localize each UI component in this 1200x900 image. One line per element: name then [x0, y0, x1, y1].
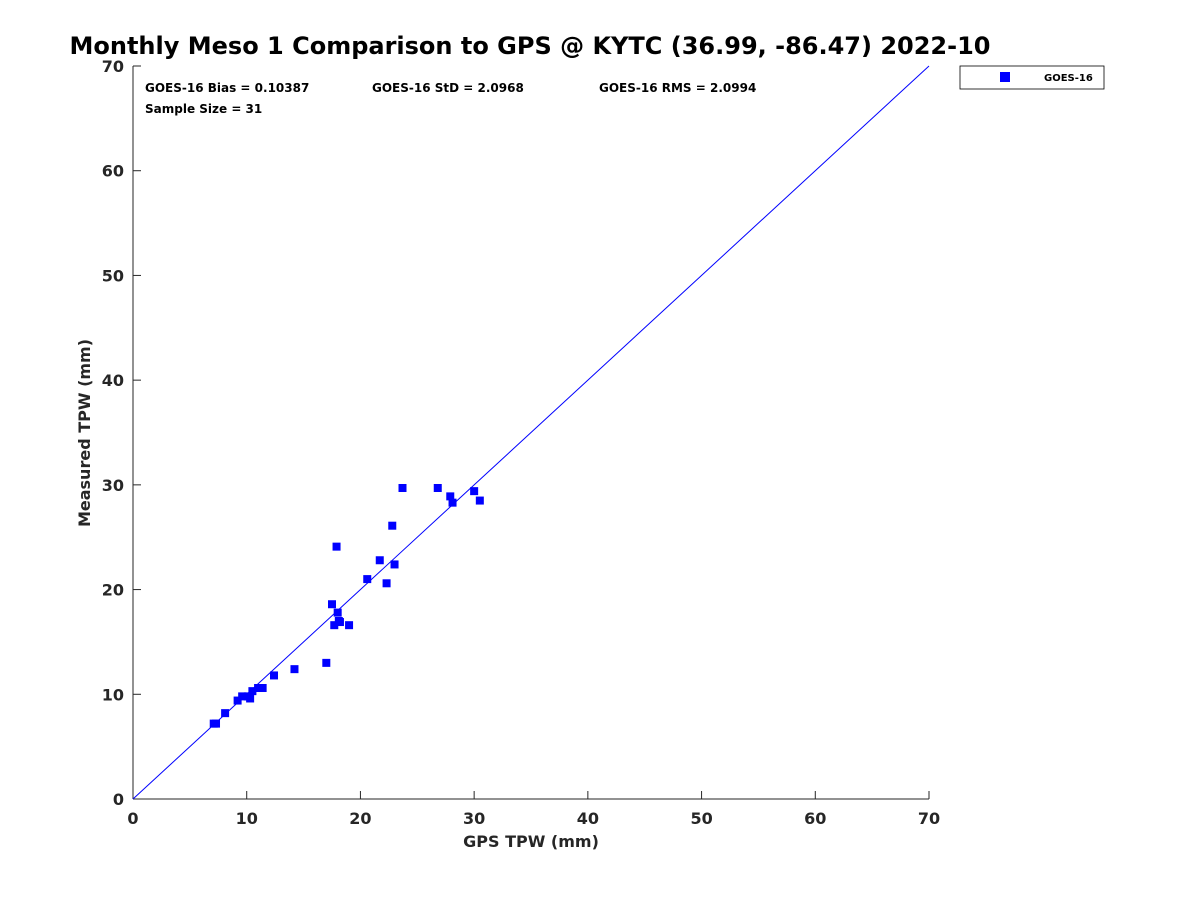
data-point	[390, 560, 399, 569]
data-point	[375, 556, 384, 565]
stat-std: GOES-16 StD = 2.0968	[372, 81, 524, 95]
data-point	[446, 492, 455, 501]
chart-title: Monthly Meso 1 Comparison to GPS @ KYTC …	[70, 32, 991, 60]
legend-box	[959, 65, 1105, 90]
data-point	[328, 600, 336, 609]
data-point	[475, 496, 484, 505]
data-point	[363, 575, 372, 584]
data-point	[248, 687, 257, 696]
x-tick-label: 30	[463, 809, 485, 828]
data-point	[398, 483, 407, 492]
data-point	[332, 542, 341, 551]
legend: GOES-16	[959, 65, 1105, 90]
data-points	[209, 483, 484, 728]
y-tick-label: 0	[113, 790, 124, 809]
stat-rms: GOES-16 RMS = 2.0994	[599, 81, 756, 95]
y-tick-label: 50	[102, 266, 124, 285]
x-tick-label: 70	[918, 809, 940, 828]
legend-label-goes16: GOES-16	[1044, 73, 1093, 84]
data-point	[470, 487, 479, 496]
data-point	[330, 621, 339, 630]
y-tick-label: 70	[102, 57, 124, 76]
data-point	[270, 671, 279, 680]
data-point	[212, 719, 221, 728]
data-point	[433, 483, 442, 492]
x-tick-label: 60	[804, 809, 826, 828]
data-point	[448, 498, 457, 507]
data-point	[388, 521, 397, 530]
reference-line	[132, 65, 930, 800]
y-axis-label: Measured TPW (mm)	[75, 339, 94, 527]
y-tick-label: 20	[102, 581, 124, 600]
one-to-one-line	[132, 65, 930, 800]
data-point	[258, 684, 267, 693]
data-point	[238, 692, 247, 701]
y-tick-label: 40	[102, 371, 124, 390]
x-tick-label: 50	[690, 809, 712, 828]
x-tick-label: 0	[127, 809, 138, 828]
stat-bias: GOES-16 Bias = 0.10387	[145, 81, 309, 95]
x-tick-label: 10	[236, 809, 258, 828]
y-tick-label: 30	[102, 476, 124, 495]
data-point	[345, 621, 354, 630]
data-point	[254, 684, 263, 693]
data-point	[334, 616, 343, 625]
data-point	[322, 658, 331, 667]
data-point	[382, 579, 391, 588]
axes: 0 10 20 30 40 50 60 70 0 10 20 30 40 50 60 70	[102, 57, 940, 828]
stat-sample-size: Sample Size = 31	[145, 102, 262, 116]
x-axis-label: GPS TPW (mm)	[463, 832, 599, 851]
legend-marker-square	[1000, 72, 1010, 82]
y-tick-label: 10	[102, 685, 124, 704]
data-point	[290, 665, 299, 674]
x-tick-label: 20	[349, 809, 371, 828]
data-point	[221, 709, 230, 718]
data-point	[246, 694, 255, 703]
x-tick-label: 40	[577, 809, 599, 828]
data-point	[333, 608, 342, 617]
data-point	[233, 696, 242, 705]
y-tick-label: 60	[102, 162, 124, 181]
